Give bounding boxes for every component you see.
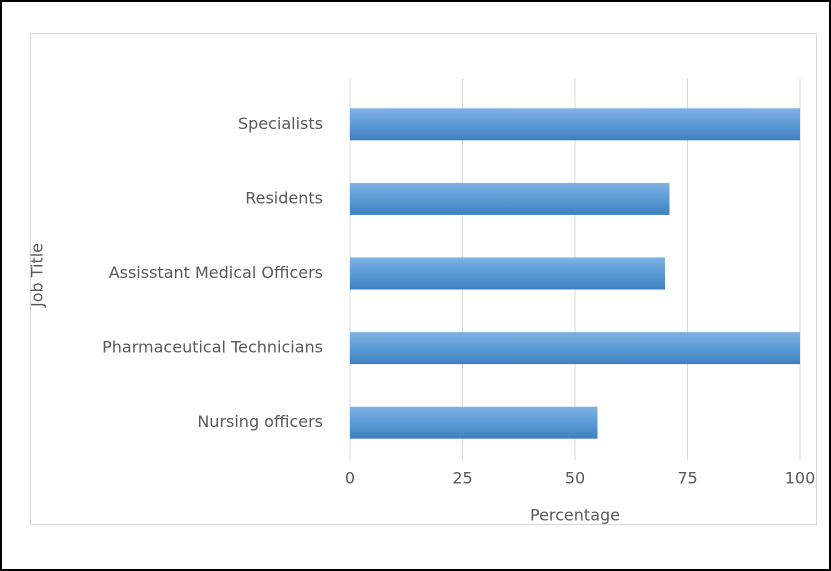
y-tick-label: Assisstant Medical Officers xyxy=(109,263,323,282)
bar xyxy=(350,332,800,365)
bar xyxy=(350,182,670,215)
y-tick-label: Pharmaceutical Technicians xyxy=(102,338,323,357)
y-tick-label: Specialists xyxy=(238,114,323,133)
x-tick-label: 0 xyxy=(345,469,355,488)
bar xyxy=(350,406,598,439)
x-tick-label: 75 xyxy=(677,469,697,488)
y-axis-label: Job Title xyxy=(28,243,47,308)
y-tick-label: Nursing officers xyxy=(197,412,323,431)
x-axis-label: Percentage xyxy=(530,506,620,525)
x-tick-label: 50 xyxy=(565,469,585,488)
y-tick-label: Residents xyxy=(245,188,323,207)
x-tick-label: 25 xyxy=(452,469,472,488)
bar xyxy=(350,108,800,141)
bar xyxy=(350,257,665,290)
x-tick-label: 100 xyxy=(785,469,816,488)
